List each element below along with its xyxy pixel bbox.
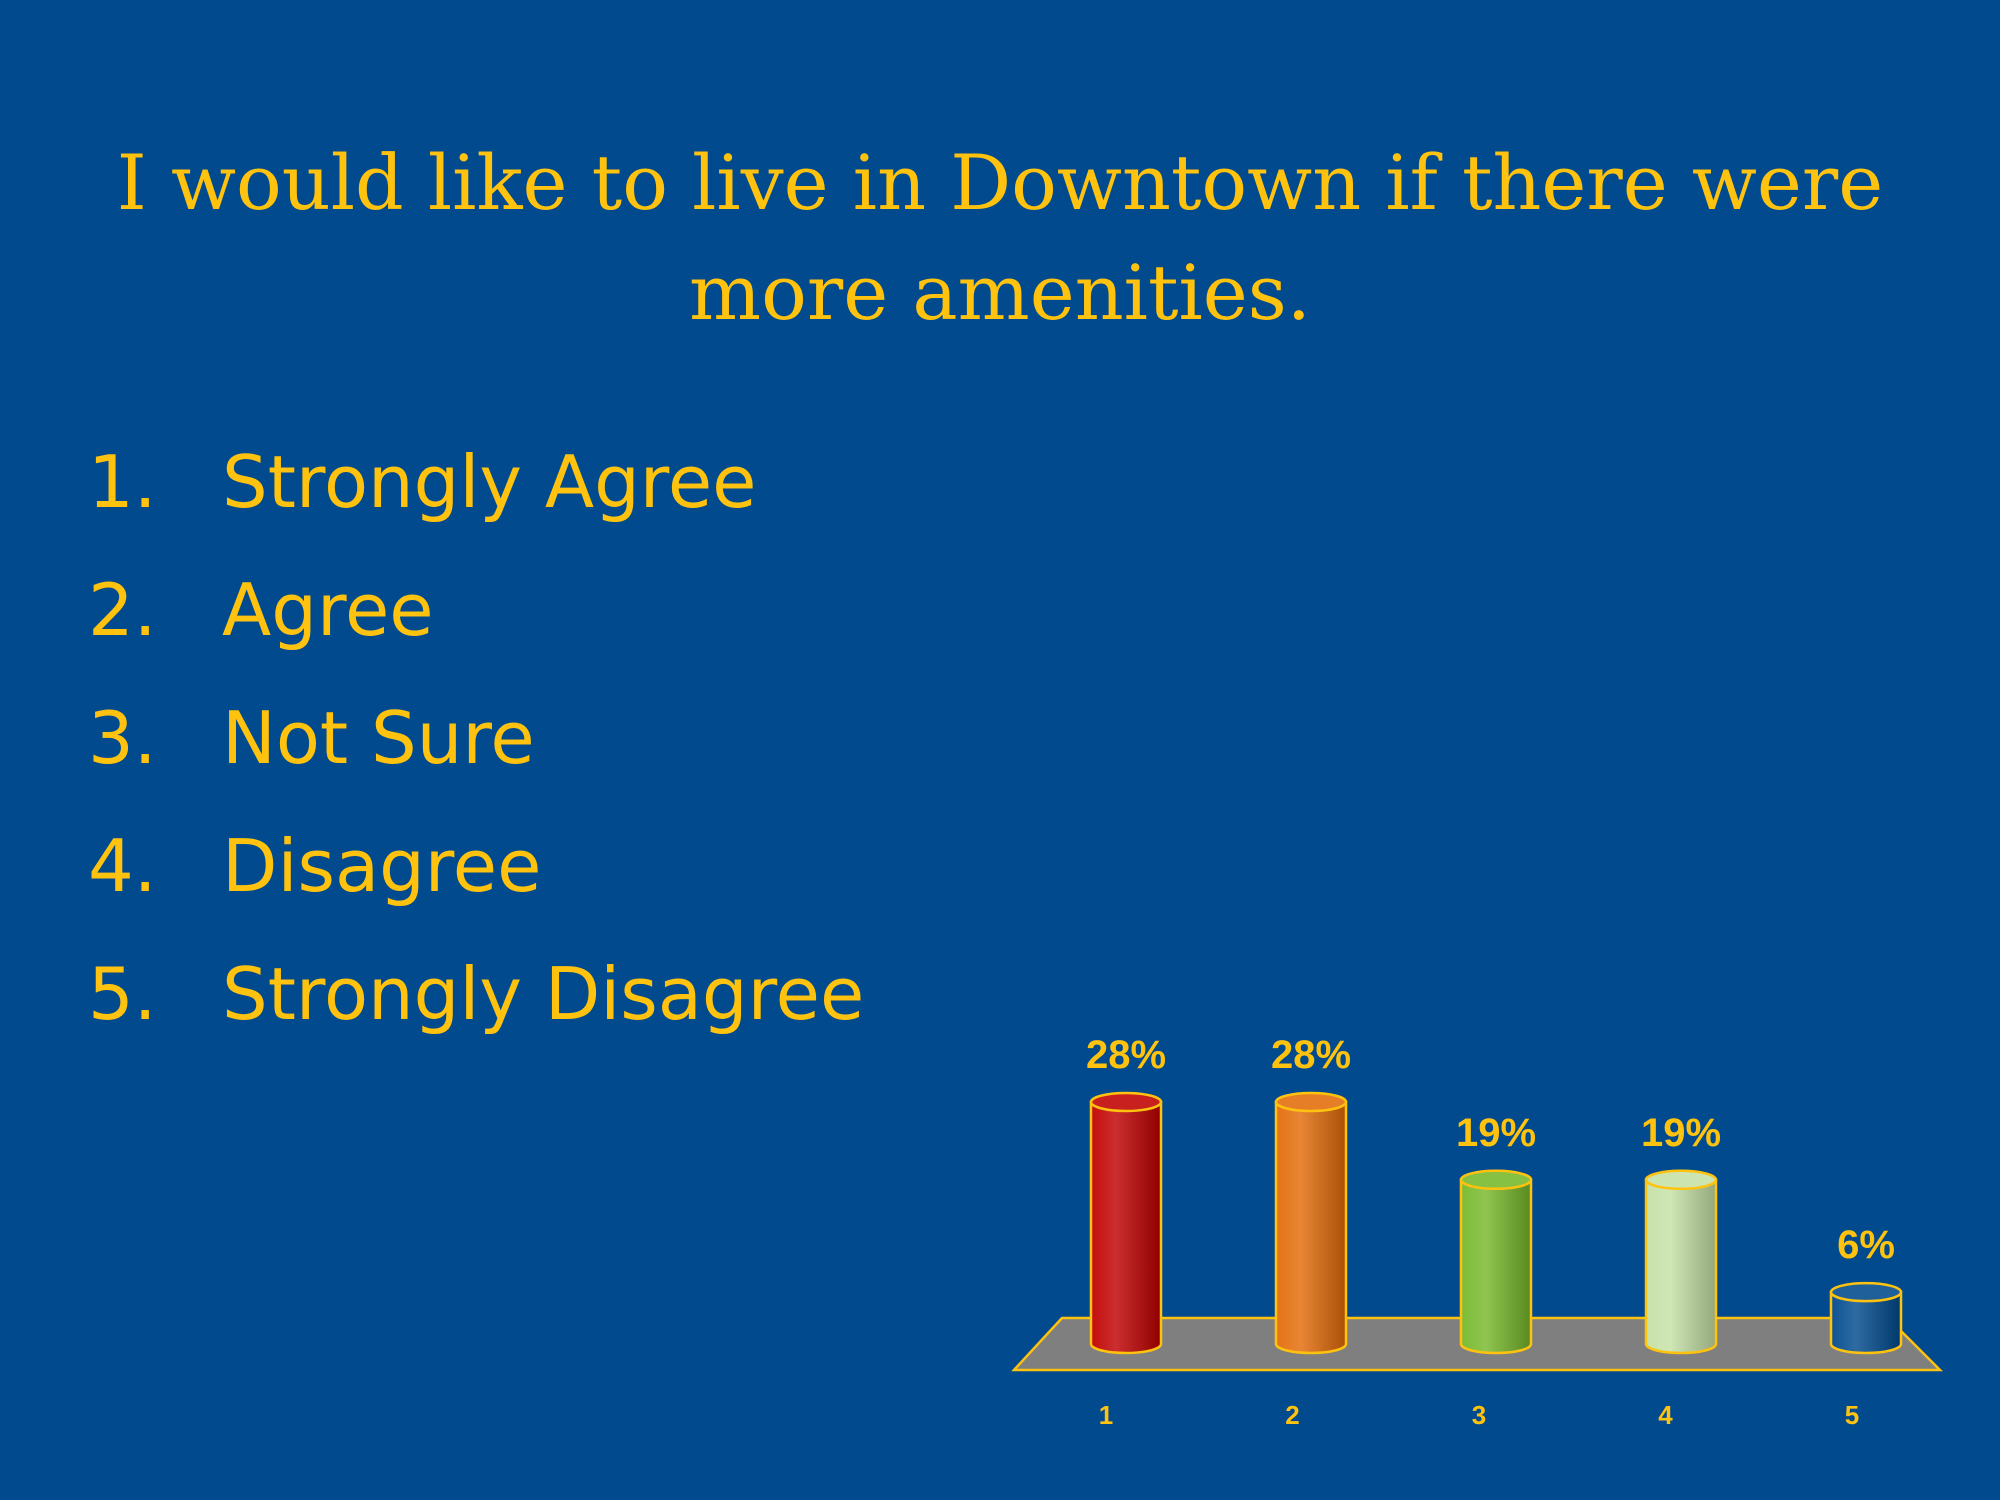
option-label: Agree [222,568,434,652]
option-label: Disagree [222,824,542,908]
option-number: 2. [88,568,157,652]
slide-title: I would like to live in Downtown if ther… [40,128,1960,348]
bar-top [1089,1091,1163,1113]
title-line-1: I would like to live in Downtown if ther… [116,138,1884,227]
option-label: Strongly Agree [222,440,757,524]
bar-5 [1829,1281,1903,1355]
option-number: 4. [88,824,157,908]
bar-3 [1459,1169,1533,1355]
bar-body [1274,1100,1348,1355]
bar-4 [1644,1169,1718,1355]
answer-option: 5. Strongly Disagree [88,930,864,1058]
bar-body [1459,1178,1533,1355]
bar-body [1829,1290,1903,1355]
x-tick-label: 1 [1099,1400,1113,1430]
answer-options-list: 1. Strongly Agree 2. Agree 3. Not Sure 4… [88,418,864,1058]
data-label: 19% [1641,1111,1721,1155]
option-number: 3. [88,696,157,780]
data-label: 6% [1837,1223,1895,1267]
answer-option: 4. Disagree [88,802,864,930]
x-tick-label: 3 [1472,1400,1486,1430]
data-label: 28% [1271,1033,1351,1077]
answer-option: 1. Strongly Agree [88,418,864,546]
bar-top [1274,1091,1348,1113]
x-tick-label: 5 [1845,1400,1859,1430]
data-label: 28% [1086,1033,1166,1077]
bar-2 [1274,1091,1348,1355]
option-number: 5. [88,952,157,1036]
answer-option: 3. Not Sure [88,674,864,802]
bar-top [1459,1169,1533,1191]
option-number: 1. [88,440,157,524]
answer-option: 2. Agree [88,546,864,674]
title-line-2: more amenities. [689,248,1311,337]
option-label: Strongly Disagree [222,952,865,1036]
bar-body [1644,1178,1718,1355]
x-tick-label: 4 [1658,1400,1673,1430]
bar-top [1829,1281,1903,1303]
bar-top [1644,1169,1718,1191]
data-label: 19% [1456,1111,1536,1155]
x-tick-label: 2 [1285,1400,1299,1430]
option-label: Not Sure [222,696,535,780]
bar-body [1089,1100,1163,1355]
chart-bars: 28% 1 28% 2 19% 3 19% 4 6% 5 [1086,1033,1903,1430]
bar-1 [1089,1091,1163,1355]
